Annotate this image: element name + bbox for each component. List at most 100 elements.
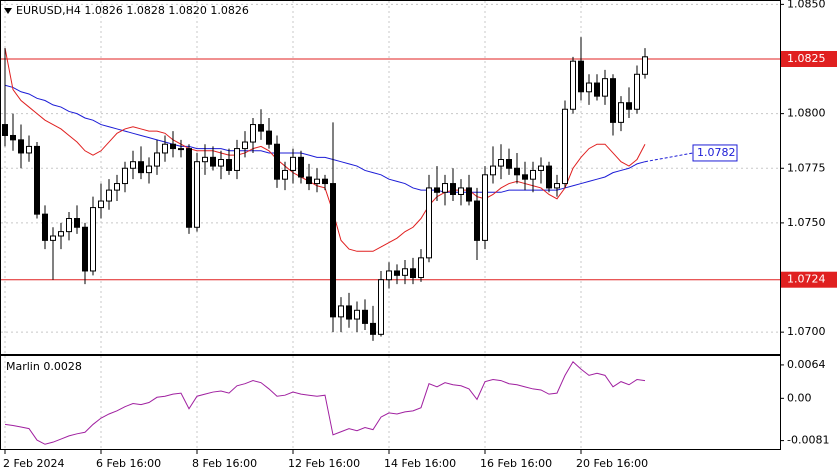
candle-body: [82, 226, 88, 272]
candle-body: [218, 159, 224, 167]
candle-body: [394, 270, 400, 276]
candle-body: [586, 82, 592, 93]
candle-body: [522, 174, 528, 180]
ma-line: [4, 84, 646, 193]
candle-body: [610, 78, 616, 123]
candle-body: [42, 213, 48, 241]
candle-body: [122, 167, 128, 185]
candle-body: [258, 124, 264, 132]
candle-body: [162, 143, 168, 154]
ma-projection: [644, 152, 694, 163]
y-tick-label: 0.00: [787, 391, 812, 404]
candle-body: [554, 183, 560, 189]
level-label-box: [781, 51, 837, 67]
candle-body: [346, 305, 352, 320]
candle-body: [98, 200, 104, 209]
candle-body: [26, 145, 32, 154]
y-tick-label: 1.0775: [787, 161, 826, 174]
candle-body: [202, 156, 208, 163]
candle-body: [466, 187, 472, 202]
candle-body: [298, 156, 304, 178]
candle-body: [618, 102, 624, 123]
candle-body: [146, 165, 152, 174]
candle-body: [530, 169, 536, 180]
x-tick-label: 14 Feb 16:00: [384, 457, 456, 470]
candle-body: [130, 161, 136, 169]
candle-body: [106, 189, 112, 202]
candle-body: [138, 161, 144, 174]
x-tick-label: 6 Feb 16:00: [96, 457, 161, 470]
indicator-line: [4, 361, 646, 445]
menu-arrow: [4, 8, 12, 14]
y-tick-label: 0.0064: [787, 358, 826, 371]
indicator-panel: [0, 355, 781, 450]
candle-body: [626, 102, 632, 110]
candle-body: [386, 270, 392, 281]
candle-body: [250, 124, 256, 143]
candle-body: [538, 165, 544, 171]
candle-body: [18, 139, 24, 154]
candle-body: [362, 309, 368, 324]
candle-body: [290, 156, 296, 171]
candle-body: [474, 200, 480, 241]
candle-body: [498, 159, 504, 167]
candle-body: [370, 322, 376, 335]
indicator-label: Marlin 0.0028: [6, 360, 82, 373]
candle-body: [306, 176, 312, 185]
candle-body: [58, 231, 64, 237]
y-tick-label: 1.0850: [787, 0, 826, 10]
candle-body: [266, 130, 272, 145]
candle-body: [114, 183, 120, 191]
candle-body: [546, 165, 552, 189]
candle-body: [2, 124, 8, 136]
y-tick-label: 1.0700: [787, 325, 826, 338]
candle-body: [178, 148, 184, 151]
x-tick-label: 12 Feb 16:00: [288, 457, 360, 470]
candle-body: [410, 268, 416, 279]
candle-body: [330, 183, 336, 318]
chart-title: EURUSD,H4 1.0826 1.0828 1.0820 1.0826: [16, 4, 249, 17]
candle-body: [642, 56, 648, 75]
candle-body: [490, 165, 496, 176]
candle-body: [234, 148, 240, 171]
candle-body: [10, 134, 16, 141]
candle-body: [314, 178, 320, 185]
candle-body: [378, 279, 384, 335]
candle-body: [274, 143, 280, 180]
y-tick-label: -0.0081: [787, 434, 829, 447]
x-tick-label: 20 Feb 16:00: [576, 457, 648, 470]
candle-body: [458, 187, 464, 195]
candle-body: [242, 141, 248, 150]
candle-body: [50, 235, 56, 241]
level-label: 1.0724: [787, 273, 826, 286]
ma-label: 1.0782: [697, 146, 736, 159]
x-tick-label: 2 Feb 2024: [3, 457, 64, 470]
candle-body: [338, 305, 344, 318]
candle-body: [34, 145, 40, 215]
candle-body: [514, 167, 520, 176]
candle-body: [322, 178, 328, 185]
x-tick-label: 8 Feb 16:00: [192, 457, 257, 470]
candle-body: [434, 187, 440, 193]
candle-body: [186, 148, 192, 228]
candle-body: [66, 218, 72, 233]
candle-body: [450, 183, 456, 195]
candle-body: [354, 309, 360, 320]
candle-body: [194, 161, 200, 228]
candle-body: [418, 257, 424, 279]
candle-body: [210, 156, 216, 167]
candle-body: [442, 183, 448, 193]
candle-body: [506, 159, 512, 169]
x-tick-label: 16 Feb 16:00: [480, 457, 552, 470]
candle-body: [578, 60, 584, 93]
candle-body: [154, 152, 160, 167]
candle-body: [634, 73, 640, 110]
candle-body: [226, 159, 232, 171]
candle-body: [570, 60, 576, 110]
candle-body: [402, 268, 408, 276]
level-label: 1.0825: [787, 52, 826, 65]
candle-body: [90, 207, 96, 272]
candle-body: [426, 187, 432, 259]
y-tick-label: 1.0750: [787, 216, 826, 229]
